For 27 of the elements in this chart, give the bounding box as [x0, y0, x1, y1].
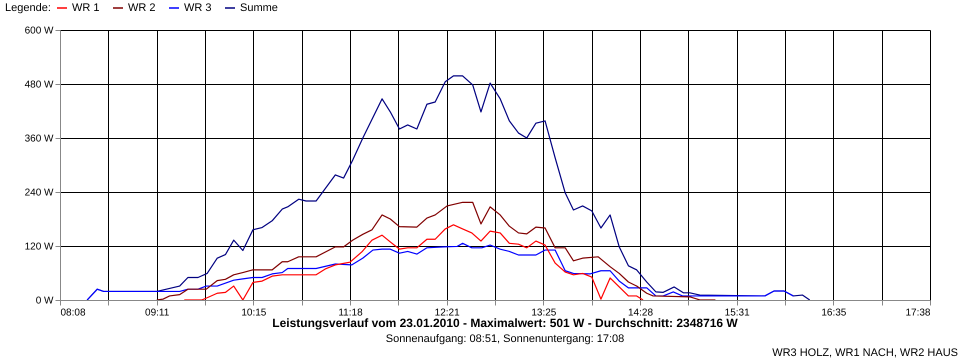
text: Sonnenaufgang: 08:51, Sonnenuntergang: 17:08	[386, 333, 624, 345]
y-tick-label: 120 W	[24, 242, 54, 252]
line-series	[184, 224, 644, 300]
y-tick-label: 480 W	[24, 80, 54, 90]
x-tick-label: 13:25	[531, 308, 557, 318]
legend-label: Summe	[240, 2, 278, 14]
x-tick-label: 16:35	[821, 308, 847, 318]
x-tick-label: 15:31	[724, 308, 750, 318]
y-tick-label: 240 W	[24, 188, 54, 198]
x-tick-label: 11:18	[338, 308, 364, 318]
text: WR3 HOLZ, WR1 NACH, WR2 HAUS	[772, 347, 958, 359]
text: Leistungsverlauf vom 23.01.2010 - Maximalwert: 501 W - Durchschnitt: 2348716 W	[272, 316, 738, 330]
x-tick-label: 12:21	[434, 308, 460, 318]
x-tick-label: 14:28	[628, 308, 654, 318]
y-tick-label: 600 W	[24, 26, 54, 36]
x-tick-label: 08:08	[60, 308, 86, 318]
x-tick-label: 17:38	[905, 308, 931, 318]
x-tick-label: 09:11	[145, 308, 170, 318]
legend-label: WR 1	[72, 2, 100, 14]
line-series	[86, 242, 794, 300]
legend-title: Legende:	[5, 2, 51, 14]
y-tick-label: 0 W	[36, 296, 54, 306]
line-series	[156, 202, 716, 300]
y-tick-label: 360 W	[24, 134, 54, 144]
legend-label: WR 3	[184, 2, 212, 14]
legend-label: WR 2	[128, 2, 156, 14]
x-tick-label: 10:15	[241, 308, 267, 318]
